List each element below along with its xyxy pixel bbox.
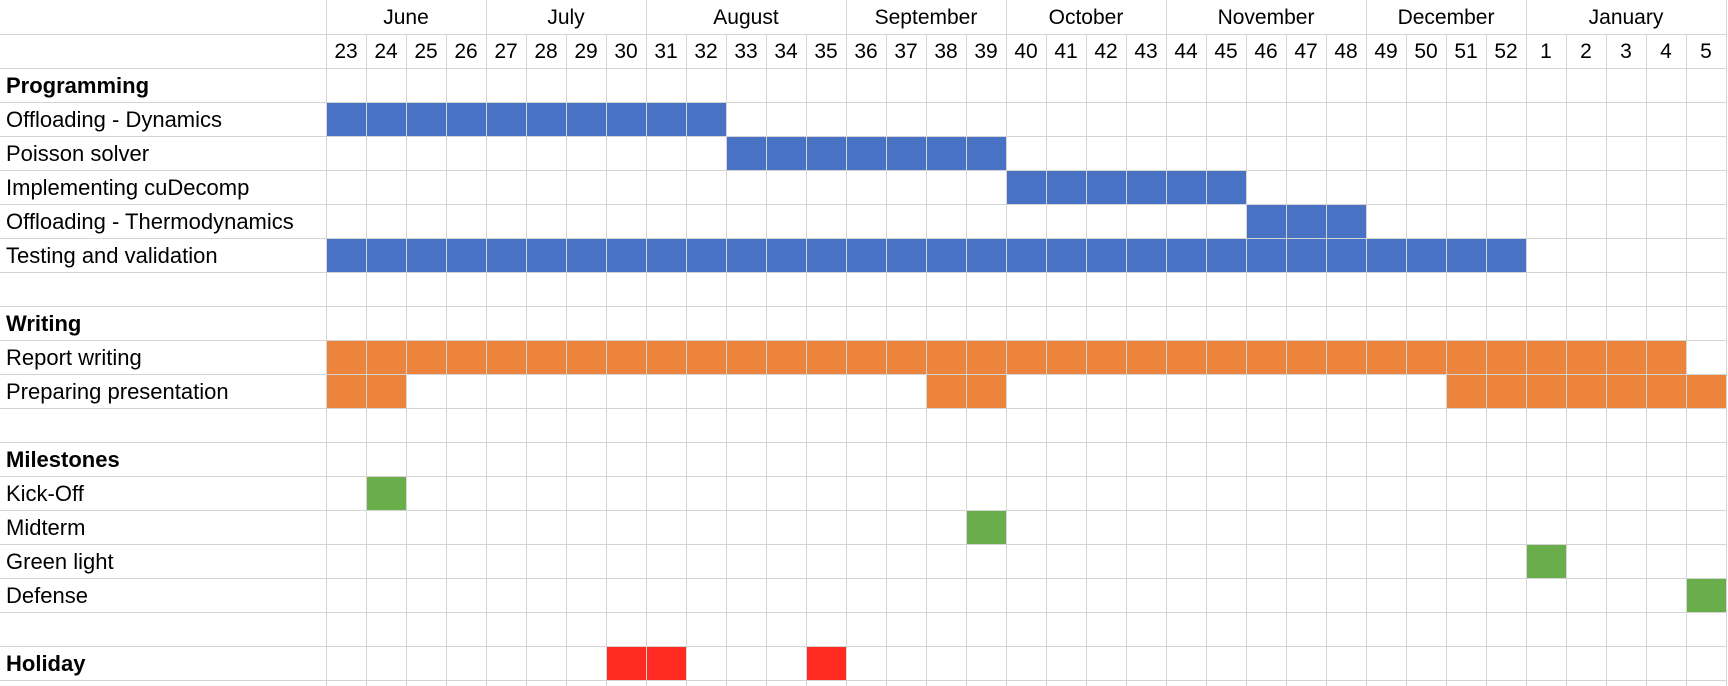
task-label-offloading-dynamics: Offloading - Dynamics [6, 107, 222, 132]
week-label-35: 35 [814, 40, 837, 63]
week-label-31: 31 [654, 40, 677, 63]
task-label-testing-and-validation: Testing and validation [6, 243, 218, 268]
week-label-40: 40 [1014, 40, 1037, 63]
section-label-milestones: Milestones [6, 447, 120, 472]
week-label-4: 4 [1660, 40, 1672, 63]
section-label-holiday: Holiday [6, 651, 86, 676]
week-label-3: 3 [1620, 40, 1632, 63]
labels-layer: June July August September October November De… [6, 6, 1712, 676]
week-label-36: 36 [854, 40, 877, 63]
bar-green-light-1 [1526, 544, 1566, 578]
week-label-29: 29 [574, 40, 597, 63]
week-label-26: 26 [454, 40, 477, 63]
week-label-33: 33 [734, 40, 757, 63]
task-label-implementing-cudecomp: Implementing cuDecomp [6, 175, 249, 200]
week-label-49: 49 [1374, 40, 1397, 63]
task-label-midterm: Midterm [6, 515, 85, 540]
bar-preparing-presentation-3 [1446, 374, 1726, 408]
month-label-june: June [383, 6, 429, 29]
month-label-november: November [1218, 6, 1315, 29]
week-label-51: 51 [1454, 40, 1477, 63]
bar-poisson-solver-1 [726, 136, 1006, 170]
week-label-28: 28 [534, 40, 557, 63]
week-label-44: 44 [1174, 40, 1198, 63]
week-label-48: 48 [1334, 40, 1357, 63]
task-label-preparing-presentation: Preparing presentation [6, 379, 229, 404]
task-label-defense: Defense [6, 583, 88, 608]
week-label-25: 25 [414, 40, 437, 63]
month-label-october: October [1049, 6, 1124, 29]
week-label-52: 52 [1494, 40, 1517, 63]
week-label-43: 43 [1134, 40, 1157, 63]
week-label-30: 30 [614, 40, 637, 63]
bar-kick-off-1 [366, 476, 406, 510]
task-label-report-writing: Report writing [6, 345, 142, 370]
week-label-39: 39 [974, 40, 997, 63]
week-label-45: 45 [1214, 40, 1237, 63]
week-label-46: 46 [1254, 40, 1277, 63]
task-label-green-light: Green light [6, 549, 114, 574]
week-label-32: 32 [694, 40, 717, 63]
bar-offloading-thermodynamics-1 [1246, 204, 1366, 238]
week-label-24: 24 [374, 40, 398, 63]
section-label-programming: Programming [6, 73, 149, 98]
week-label-41: 41 [1054, 40, 1077, 63]
month-label-july: July [547, 6, 585, 29]
bar-defense-1 [1686, 578, 1726, 612]
week-label-42: 42 [1094, 40, 1117, 63]
week-label-47: 47 [1294, 40, 1317, 63]
month-label-january: January [1589, 6, 1664, 29]
task-label-offloading-thermodynamics: Offloading - Thermodynamics [6, 209, 294, 234]
bar-midterm-1 [966, 510, 1006, 544]
task-label-kick-off: Kick-Off [6, 481, 85, 506]
week-label-27: 27 [494, 40, 517, 63]
month-label-september: September [875, 6, 978, 29]
bar-holiday-2 [806, 646, 846, 680]
week-label-37: 37 [894, 40, 917, 63]
week-label-23: 23 [334, 40, 357, 63]
task-label-poisson-solver: Poisson solver [6, 141, 149, 166]
month-label-december: December [1398, 6, 1495, 29]
week-label-2: 2 [1580, 40, 1592, 63]
week-label-38: 38 [934, 40, 957, 63]
bars-layer [326, 102, 1726, 680]
week-label-34: 34 [774, 40, 798, 63]
month-label-august: August [713, 6, 779, 29]
week-label-5: 5 [1700, 40, 1712, 63]
section-label-writing: Writing [6, 311, 81, 336]
week-label-50: 50 [1414, 40, 1437, 63]
week-label-1: 1 [1540, 40, 1552, 63]
